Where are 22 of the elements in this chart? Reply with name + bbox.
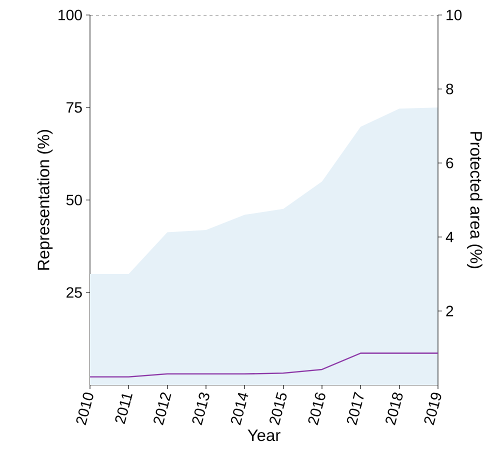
y2-tick-label: 4 — [446, 232, 454, 242]
y-tick-label: 25 — [66, 287, 82, 298]
y2-tick-label: 2 — [446, 306, 454, 316]
y-tick-label: 75 — [66, 102, 82, 113]
x-axis-title: Year — [248, 430, 280, 442]
x-tick-label: 2018 — [386, 392, 403, 426]
x-tick-label: 2015 — [270, 392, 287, 426]
x-tick-label: 2010 — [76, 392, 94, 426]
y2-tick-label: 8 — [446, 84, 454, 94]
y2-tick-label: 6 — [446, 158, 454, 168]
x-tick-label: 2014 — [230, 392, 248, 426]
x-tick-label: 2017 — [346, 392, 364, 426]
y2-tick-label: 10 — [446, 10, 462, 20]
x-tick-label: 2011 — [115, 394, 133, 424]
x-tick-label: 2019 — [424, 392, 442, 426]
x-tick-label: 2013 — [192, 392, 210, 426]
x-tick-label: 2016 — [308, 392, 326, 426]
x-tick-label: 2012 — [154, 392, 172, 426]
y-axis-title: Representation (%) — [37, 130, 53, 270]
y-tick-label: 50 — [66, 194, 82, 206]
y2-axis-title: Protected area (%) — [467, 132, 482, 268]
y-tick-label: 100 — [58, 10, 82, 20]
